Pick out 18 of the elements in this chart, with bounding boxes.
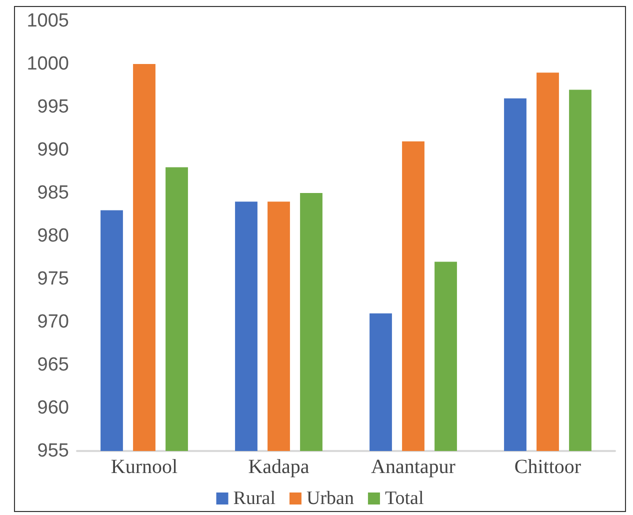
y-tick-label: 1000 <box>26 54 69 74</box>
y-tick-label: 960 <box>37 398 69 418</box>
x-tick-label: Anantapur <box>371 456 456 478</box>
y-tick-label: 985 <box>37 182 69 204</box>
y-tick-label: 955 <box>37 440 69 462</box>
x-tick-label: Chittoor <box>514 456 582 478</box>
y-tick-label: 1005 <box>26 10 69 32</box>
legend-label: Rural <box>233 488 276 509</box>
x-tick-label: Kurnool <box>110 456 178 478</box>
y-tick-label: 970 <box>37 312 69 332</box>
y-tick-label: 965 <box>37 354 69 376</box>
x-tick-label: Kadapa <box>248 456 310 478</box>
legend-label: Urban <box>306 488 354 509</box>
legend-label: Total <box>384 488 424 509</box>
y-tick-label: 980 <box>37 226 69 246</box>
y-tick-label: 990 <box>37 140 69 160</box>
y-tick-label: 975 <box>37 268 69 290</box>
y-tick-label: 995 <box>37 96 69 118</box>
